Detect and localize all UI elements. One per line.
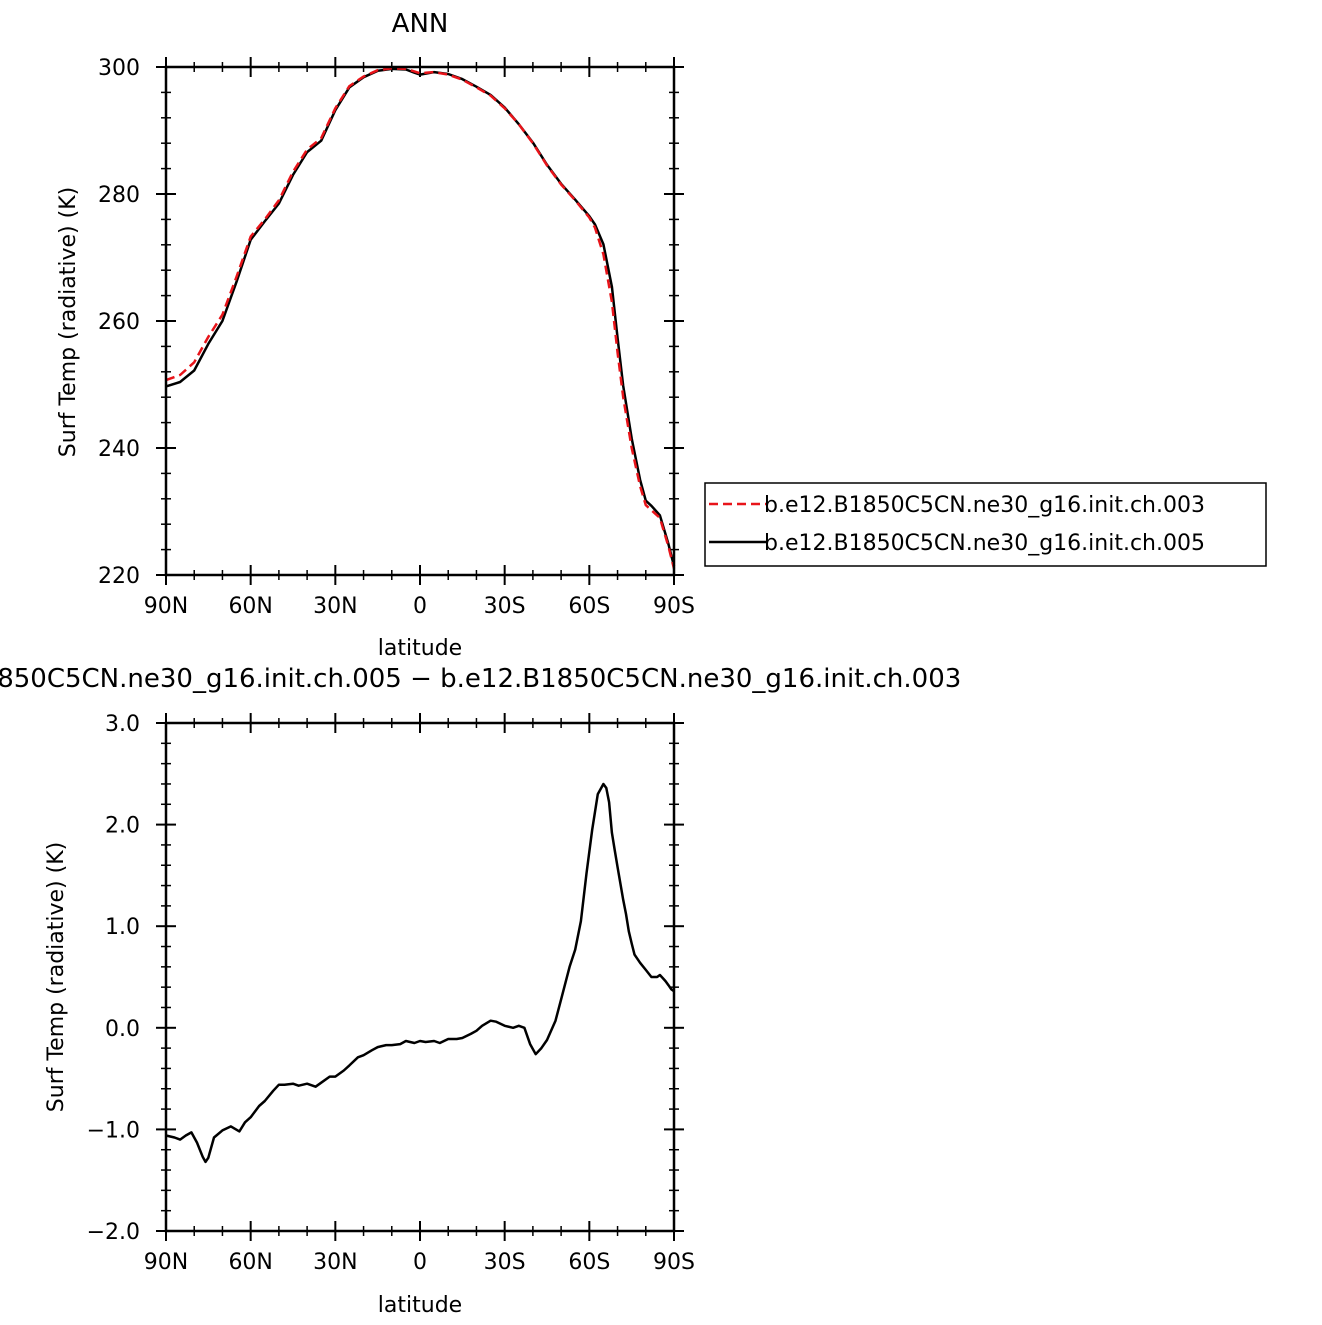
top-series-line-0 bbox=[165, 67, 676, 569]
bottom-tick-labels: 90N 60N 30N 0 30S 60S 90S −2.0 −1.0 0.0 1.0 2.0 3.0 bbox=[87, 712, 695, 1275]
bottom-xtick-label: 0 bbox=[413, 1250, 427, 1275]
top-series-lines bbox=[165, 67, 676, 569]
top-tick-labels: 90N 60N 30N 0 30S 60S 90S 220 240 260 280 300 bbox=[98, 56, 695, 619]
bottom-xtick-label: 90S bbox=[653, 1250, 695, 1275]
top-x-axis-title: latitude bbox=[378, 636, 462, 661]
top-panel: ANN latitude Surf Temp (radiative) (K) 9… bbox=[56, 9, 695, 661]
bottom-panel: b.e12.B1850C5CN.ne30_g16.init.ch.005 − b… bbox=[0, 664, 961, 1318]
bottom-ytick-label: 3.0 bbox=[105, 712, 140, 737]
bottom-ytick-label: 0.0 bbox=[105, 1017, 140, 1042]
bottom-xtick-label: 90N bbox=[144, 1250, 188, 1275]
legend-label-ch003: b.e12.B1850C5CN.ne30_g16.init.ch.003 bbox=[764, 493, 1205, 518]
top-xtick-label: 90N bbox=[144, 594, 188, 619]
top-xtick-label: 90S bbox=[653, 594, 695, 619]
legend-box bbox=[704, 482, 1267, 567]
top-xtick-label: 60N bbox=[228, 594, 272, 619]
legend: b.e12.B1850C5CN.ne30_g16.init.ch.003 b.e… bbox=[704, 482, 1267, 567]
top-xtick-label: 60S bbox=[568, 594, 610, 619]
top-plot-frame bbox=[164, 65, 676, 577]
bottom-x-axis-title: latitude bbox=[378, 1293, 462, 1318]
top-xtick-label: 30N bbox=[313, 594, 357, 619]
top-axis-ticks bbox=[156, 57, 684, 585]
top-xtick-label: 0 bbox=[413, 594, 427, 619]
top-y-axis-title: Surf Temp (radiative) (K) bbox=[56, 187, 81, 457]
bottom-plot-frame bbox=[164, 721, 676, 1233]
bottom-ytick-label: 1.0 bbox=[105, 915, 140, 940]
bottom-chart-title: b.e12.B1850C5CN.ne30_g16.init.ch.005 − b… bbox=[0, 664, 961, 694]
top-ytick-label: 240 bbox=[98, 437, 140, 462]
bottom-xtick-label: 30S bbox=[484, 1250, 526, 1275]
bottom-xtick-label: 60S bbox=[568, 1250, 610, 1275]
legend-entry-ch005: b.e12.B1850C5CN.ne30_g16.init.ch.005 bbox=[709, 531, 1205, 556]
legend-entry-ch003: b.e12.B1850C5CN.ne30_g16.init.ch.003 bbox=[709, 493, 1205, 518]
top-ytick-label: 280 bbox=[98, 183, 140, 208]
bottom-ytick-label: −2.0 bbox=[87, 1220, 140, 1245]
bottom-y-axis-title: Surf Temp (radiative) (K) bbox=[44, 842, 69, 1112]
bottom-xtick-label: 60N bbox=[228, 1250, 272, 1275]
top-chart-title: ANN bbox=[392, 9, 449, 39]
bottom-xtick-label: 30N bbox=[313, 1250, 357, 1275]
bottom-series-line-0 bbox=[165, 782, 675, 1164]
top-series-line-1 bbox=[165, 67, 676, 567]
top-ytick-label: 260 bbox=[98, 310, 140, 335]
top-xtick-label: 30S bbox=[484, 594, 526, 619]
legend-label-ch005: b.e12.B1850C5CN.ne30_g16.init.ch.005 bbox=[764, 531, 1205, 556]
top-ytick-label: 300 bbox=[98, 56, 140, 81]
bottom-series-lines bbox=[165, 782, 675, 1164]
bottom-ytick-label: 2.0 bbox=[105, 814, 140, 839]
bottom-ytick-label: −1.0 bbox=[87, 1118, 140, 1143]
bottom-axis-ticks bbox=[156, 713, 684, 1241]
top-ytick-label: 220 bbox=[98, 564, 140, 589]
